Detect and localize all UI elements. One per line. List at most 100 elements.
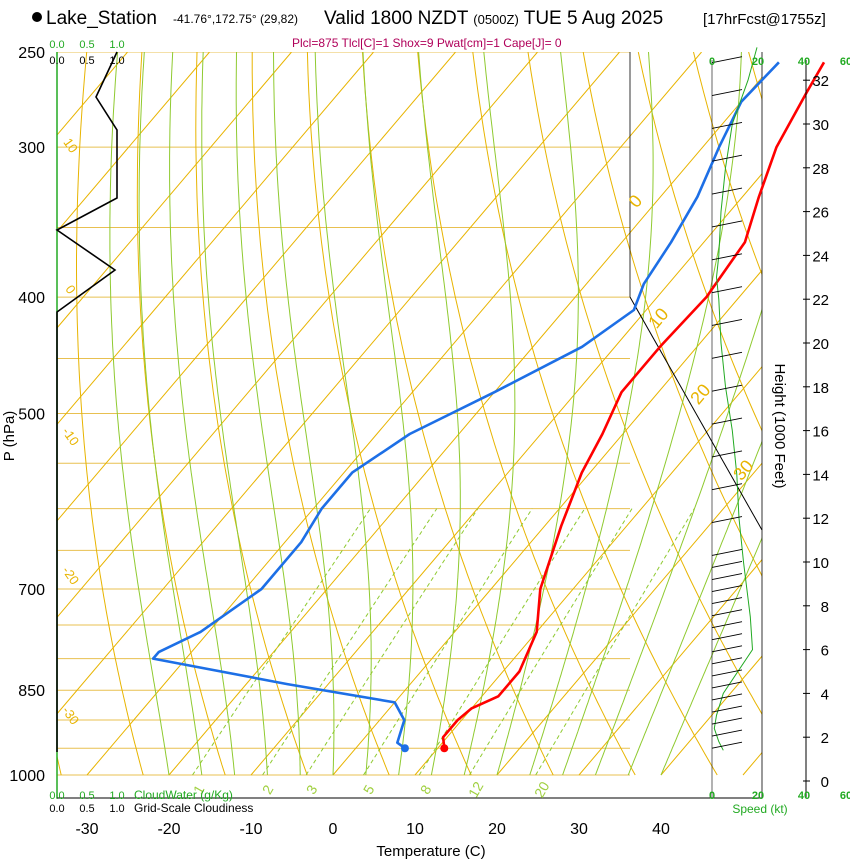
cloud-water-label: CloudWater (g/Kg) <box>134 788 233 802</box>
mixing-ratio-line <box>418 508 586 776</box>
cloud-water-bottom-tick: 0.5 <box>79 790 94 802</box>
moist-adiabat-line <box>529 52 654 776</box>
dry-adiabat-line <box>748 52 762 101</box>
dry-adiabat-line <box>362 52 554 776</box>
isotherm-line <box>332 269 762 776</box>
moist-adiabat-line <box>660 536 762 776</box>
wind-barb <box>711 717 743 725</box>
wind-barb <box>711 741 743 749</box>
wind-barb <box>711 621 743 629</box>
right-axis-label: Height (1000 Feet) <box>771 363 788 488</box>
height-tick-label: 16 <box>812 424 829 441</box>
x-tick-label: 0 <box>329 821 338 838</box>
wind-barb <box>711 645 743 653</box>
pressure-tick-label: 250 <box>18 45 45 62</box>
wind-barb <box>711 351 743 359</box>
isotherm-line <box>250 173 762 776</box>
mixing-ratio-label: 2 <box>259 782 277 797</box>
dry-adiabat-line <box>417 52 636 776</box>
moist-adiabat-label: 0 <box>625 191 647 212</box>
cloudiness-bottom-tick: 1.0 <box>109 803 124 815</box>
moist-adiabat-line <box>418 52 461 776</box>
cloudiness-bottom-tick: 0.0 <box>49 803 64 815</box>
height-tick-label: 28 <box>812 161 829 178</box>
moist-adiabat-line <box>201 52 268 776</box>
temperature-line <box>441 61 826 749</box>
cloud-water-bottom-tick: 1.0 <box>109 790 124 802</box>
wind-speed-bottom-tick: 40 <box>798 790 810 802</box>
height-tick-label: 2 <box>821 730 829 747</box>
height-tick-label: 8 <box>821 599 829 616</box>
x-axis-label: Temperature (C) <box>376 843 485 860</box>
moist-adiabat-line <box>627 440 762 776</box>
wind-barb <box>711 548 743 556</box>
wind-speed-bottom-tick: 0 <box>709 790 715 802</box>
valid-time: Valid 1800 NZDT (0500Z) TUE 5 Aug 2025 <box>324 8 663 30</box>
wind-speed-top-tick: 40 <box>798 56 810 68</box>
height-tick-label: 14 <box>812 467 829 484</box>
wind-barb <box>711 384 743 392</box>
cloud-water-top-tick: 1.0 <box>109 39 124 51</box>
x-tick-label: 40 <box>652 821 670 838</box>
mixing-ratio-label: 20 <box>531 779 553 801</box>
wind-barb <box>711 253 743 261</box>
isotherm-line <box>57 52 374 426</box>
wind-barb <box>711 450 743 458</box>
dewpoint-line <box>151 61 780 750</box>
mixing-ratio-line <box>305 508 479 776</box>
moist-adiabat-line <box>138 52 203 776</box>
dry-adiabat-line <box>306 52 472 776</box>
plot-area <box>57 52 762 776</box>
cloudiness-top-tick: 0.5 <box>79 55 94 67</box>
x-tick-label: 20 <box>488 821 506 838</box>
isotherm-line <box>168 76 762 776</box>
wind-barb <box>711 516 743 524</box>
moist-adiabat-line <box>169 52 236 776</box>
height-tick-label: 18 <box>812 380 829 397</box>
dry-adiabat-label: -20 <box>59 563 82 587</box>
wind-barb <box>711 573 743 580</box>
isotherm-line <box>578 558 762 776</box>
x-tick-label: 30 <box>570 821 588 838</box>
x-tick-label: -30 <box>75 821 98 838</box>
wind-barb <box>711 597 743 605</box>
wind-barb <box>711 319 743 326</box>
wind-speed-label: Speed (kt) <box>732 802 787 816</box>
isotherm-line <box>57 52 620 715</box>
moist-adiabat-line <box>562 52 742 776</box>
height-tick-label: 22 <box>812 292 829 309</box>
isotherm-line <box>496 462 762 776</box>
dry-adiabat-line <box>472 52 718 776</box>
isotherm-line <box>742 751 762 776</box>
wind-barb <box>711 286 743 294</box>
pressure-tick-label: 850 <box>18 683 45 700</box>
pressure-tick-label: 700 <box>18 582 45 599</box>
pressure-tick-label: 400 <box>18 290 45 307</box>
pressure-tick-label: 500 <box>18 407 45 424</box>
wind-barb <box>711 89 743 96</box>
isotherm-line <box>86 52 702 776</box>
cloudiness-label: Grid-Scale Cloudiness <box>134 801 253 815</box>
station-marker-icon <box>32 12 42 22</box>
wind-barb <box>711 669 743 677</box>
moist-adiabat-line <box>109 52 170 776</box>
station-coords: -41.76°,172.75° (29,82) <box>173 12 299 26</box>
forecast-time: [17hrFcst@1755z] <box>703 11 826 28</box>
wind-barb <box>711 154 743 162</box>
mixing-ratio-line <box>262 508 438 776</box>
cloudiness-top-tick: 1.0 <box>109 55 124 67</box>
wind-speed-bottom-tick: 20 <box>752 790 764 802</box>
valid-date: TUE 5 Aug 2025 <box>523 8 664 29</box>
wind-barb <box>711 483 743 491</box>
mixing-ratio-line <box>469 508 633 776</box>
pressure-tick-label: 1000 <box>9 768 45 785</box>
moist-adiabat-line <box>314 52 372 776</box>
header: Lake_Station -41.76°,172.75° (29,82) Val… <box>0 8 850 36</box>
temperature-surface-point <box>440 744 449 753</box>
height-tick-label: 4 <box>821 686 829 703</box>
x-tick-label: 10 <box>406 821 424 838</box>
mixing-ratio-label: 5 <box>360 782 378 797</box>
y-axis-label: P (hPa) <box>1 411 18 462</box>
wind-barb <box>711 56 743 64</box>
